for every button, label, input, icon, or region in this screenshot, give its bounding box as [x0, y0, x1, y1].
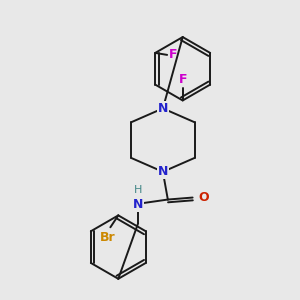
- Text: F: F: [178, 73, 187, 85]
- Text: N: N: [133, 198, 143, 211]
- Text: N: N: [158, 102, 168, 115]
- Text: Br: Br: [100, 231, 115, 244]
- Text: H: H: [134, 184, 142, 195]
- Text: F: F: [169, 48, 178, 62]
- Text: N: N: [158, 165, 168, 178]
- Text: O: O: [199, 191, 209, 204]
